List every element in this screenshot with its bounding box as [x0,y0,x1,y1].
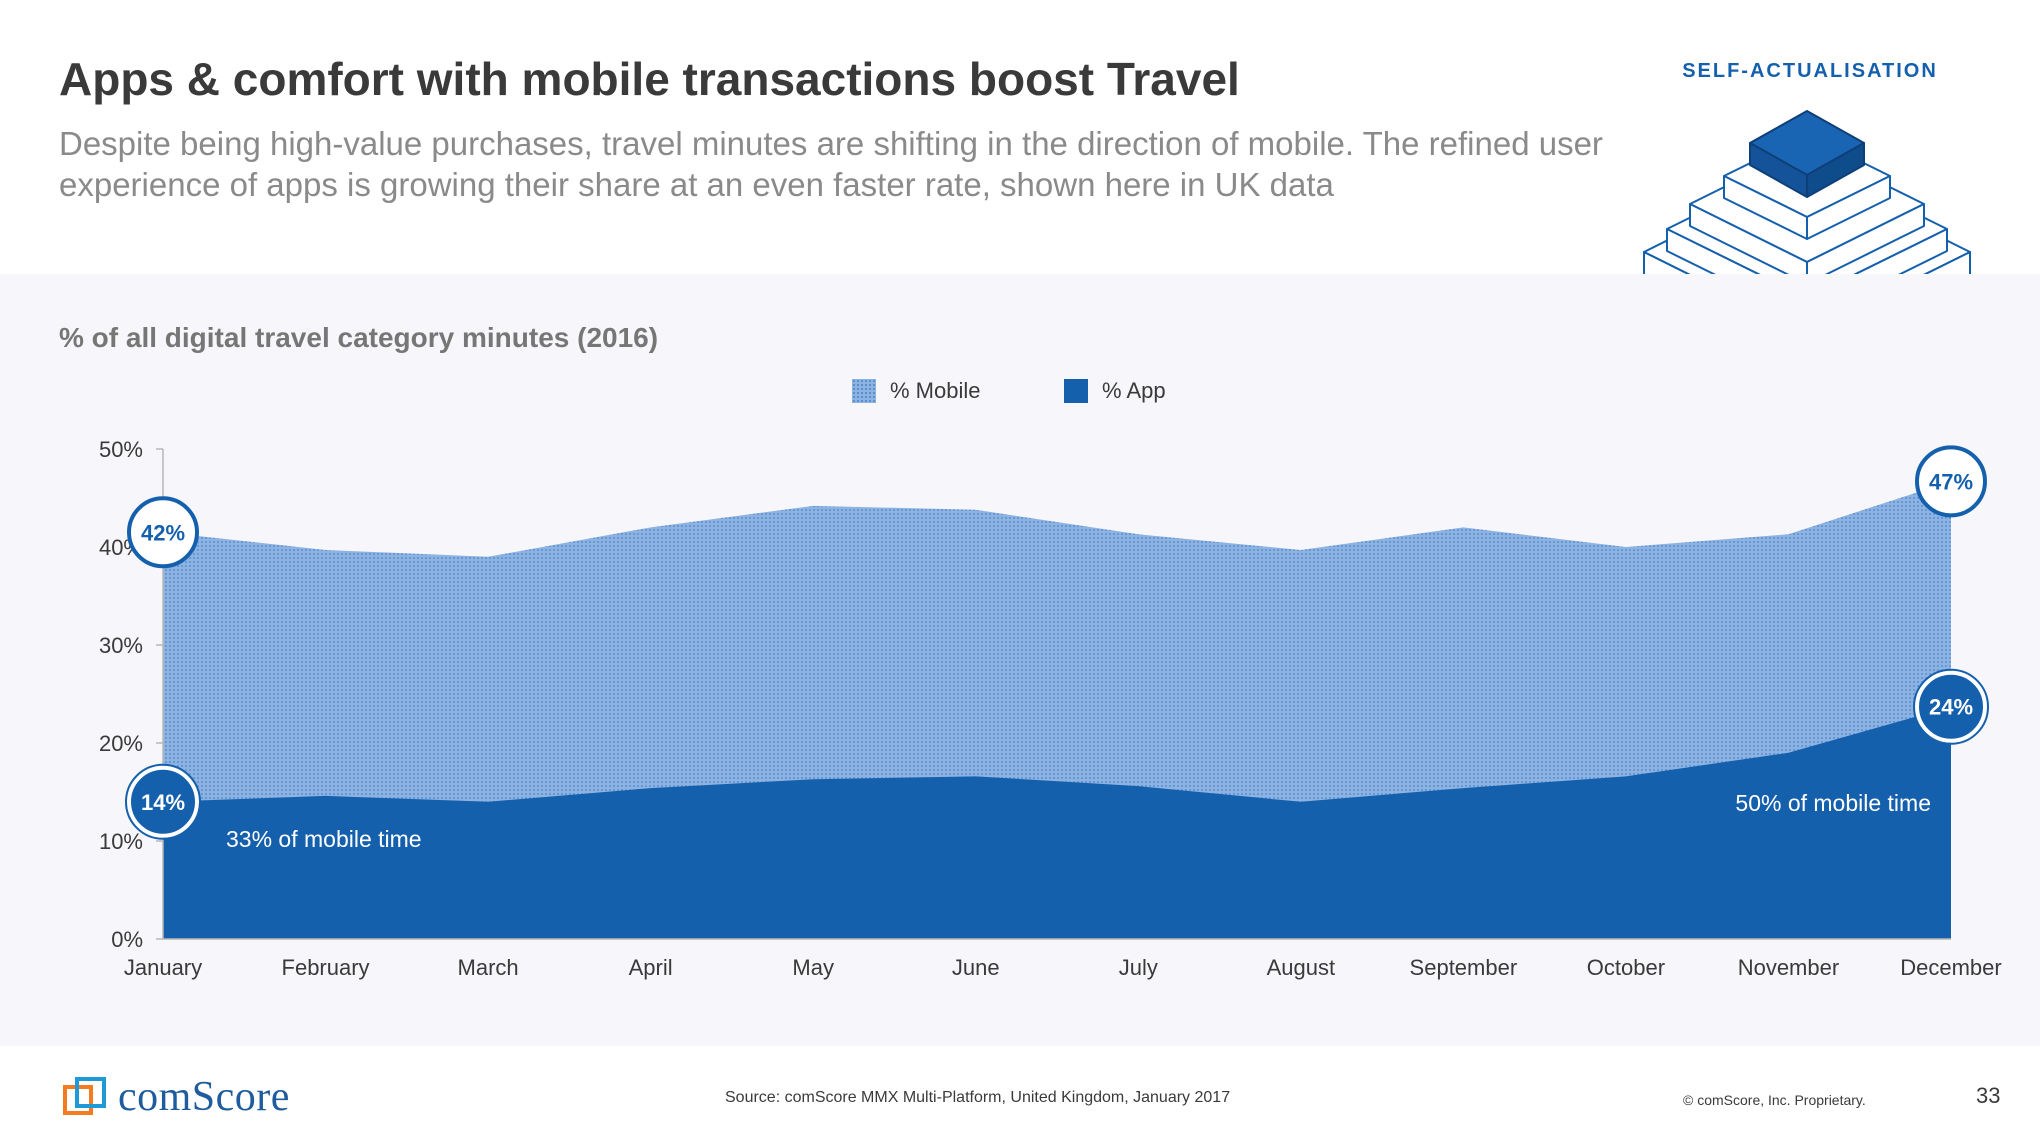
legend-swatch-app [1064,379,1088,403]
self-actualisation-label: SELF-ACTUALISATION [1682,60,1938,82]
x-tick-label-july: July [1119,955,1158,980]
callout-circle [127,496,199,569]
x-tick-label-october: October [1587,955,1665,980]
comscore-logo-icon [63,1077,106,1115]
legend-label-mobile: % Mobile [890,378,981,403]
area-chart: 0%10%20%30%40%50% January February March Ap… [99,437,2002,980]
legend-swatch-mobile [852,379,876,403]
x-tick-label-january: January [124,955,202,980]
x-tick-label-december: December [1900,955,2001,980]
x-tick-label-april: April [629,955,673,980]
callout-14pct: 14% [125,763,201,840]
annotation-december: 50% of mobile time [1735,790,1931,816]
legend-item-mobile: % Mobile [852,378,980,404]
callout-circle [1915,445,1987,518]
callout-circle [127,765,199,838]
page-subtitle: Despite being high-value purchases, trav… [59,125,1603,203]
x-tick-label-may: May [792,955,834,980]
callout-42pct: 42% [127,496,199,569]
x-tick-label-november: November [1738,955,1839,980]
y-tick-label: 50% [99,437,143,462]
comscore-logo-text: comScore [118,1074,290,1120]
app-area [163,706,1951,939]
callout-ring [125,763,201,840]
callout-ring [1913,668,1989,745]
page-number: 33 [1976,1083,2001,1108]
legend-label-app: % App [1102,378,1166,403]
x-tick-label-june: June [952,955,1000,980]
y-tick-label: 20% [99,731,143,756]
callout-24pct: 24% [1913,668,1989,745]
page-title: Apps & comfort with mobile transactions … [59,53,1240,105]
chart-title: % of all digital travel category minutes… [59,322,659,353]
annotation-january: 33% of mobile time [226,826,422,852]
y-tick-label: 30% [99,633,143,658]
x-tick-label-august: August [1267,955,1336,980]
source-note: Source: comScore MMX Multi-Platform, Uni… [725,1089,1231,1106]
callout-label: 42% [141,520,185,545]
x-tick-label-february: February [282,955,370,980]
legend-item-app: % App [1064,378,1166,404]
y-tick-label: 0% [111,927,143,952]
copyright: © comScore, Inc. Proprietary. [1683,1092,1866,1108]
callout-label: 47% [1929,469,1973,494]
y-tick-label: 10% [99,829,143,854]
callout-label: 24% [1929,695,1973,720]
x-tick-label-september: September [1410,955,1518,980]
callout-label: 14% [141,790,185,815]
comscore-logo[interactable]: comScore [62,1073,290,1121]
callout-circle [1915,670,1987,743]
x-tick-label-march: March [458,955,519,980]
callout-47pct: 47% [1915,445,1987,518]
